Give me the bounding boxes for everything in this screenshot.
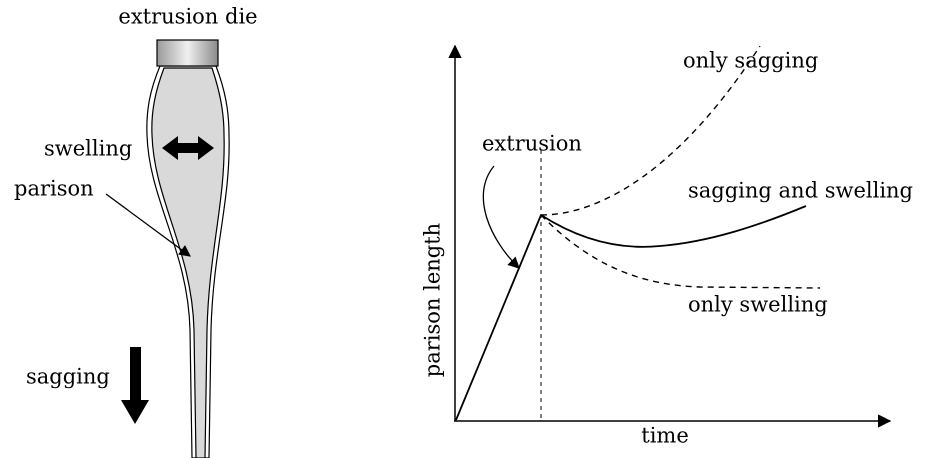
parison-inner	[151, 67, 225, 458]
extrusion-pointer	[482, 165, 520, 269]
sagging-arrow	[121, 347, 149, 424]
only-swelling-curve	[540, 214, 821, 289]
die-label: extrusion die	[118, 5, 257, 29]
extrusion-die	[156, 39, 219, 67]
x-axis-label: time	[641, 424, 689, 448]
length-plot	[448, 44, 892, 428]
extrusion-line	[455, 214, 542, 421]
both-curve	[540, 205, 807, 248]
only-swelling-label: only swelling	[688, 293, 828, 317]
extrusion-label: extrusion	[482, 132, 582, 156]
only-sagging-label: only sagging	[683, 49, 818, 73]
swelling-arrow	[162, 136, 214, 160]
only-sagging-curve	[540, 45, 761, 216]
both-label: sagging and swelling	[688, 179, 913, 203]
y-axis-label: parison length	[421, 223, 445, 377]
swelling-label: swelling	[44, 137, 132, 161]
parison-figure: extrusion die swelling parison sagging	[14, 5, 258, 458]
parison-pointer	[105, 193, 191, 257]
parison-label: parison	[14, 177, 94, 201]
sagging-label: sagging	[26, 365, 110, 389]
